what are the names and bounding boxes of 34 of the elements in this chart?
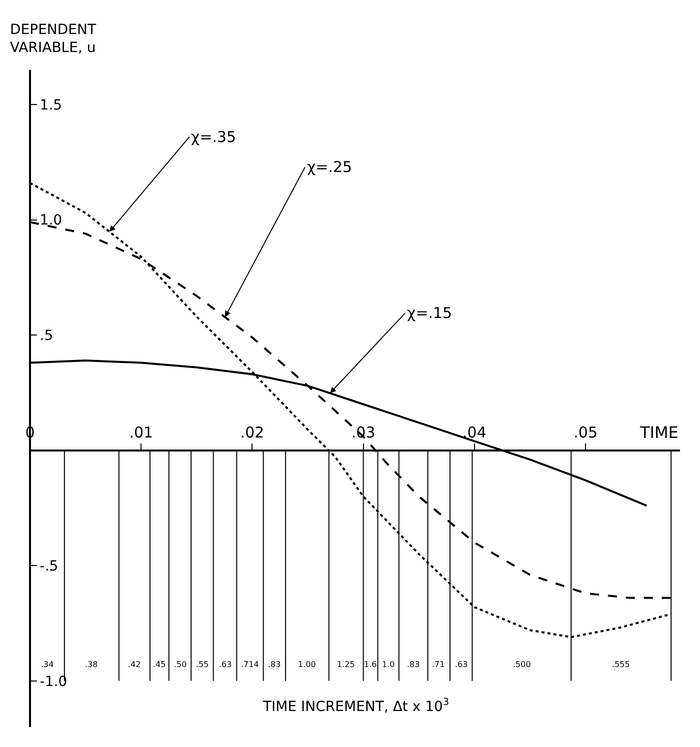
annotation: .71	[432, 660, 445, 669]
y-axis-title: DEPENDENT VARIABLE, u	[10, 22, 96, 56]
annotation: 1.00	[298, 660, 316, 669]
annotation: TIME INCREMENT, Δt x 10$^{3}$	[262, 697, 450, 715]
annotation: .500	[513, 660, 531, 669]
y-tick-label: 1.5	[40, 97, 62, 114]
text: χ=.25	[307, 158, 352, 176]
annotation: .63	[455, 660, 468, 669]
text: χ=.15	[407, 304, 452, 322]
annotation: .63	[219, 660, 232, 669]
y-tick-label: -.5	[40, 558, 58, 575]
annotation: .45	[153, 660, 166, 669]
x-tick-label: .01	[129, 423, 154, 442]
text: χ=.35	[191, 128, 236, 146]
annotation: .83	[268, 660, 281, 669]
x-tick-label: .05	[574, 423, 598, 442]
y-tick-label: -1.0	[40, 674, 68, 690]
x-tick-label: .03	[351, 423, 376, 442]
annotation: .38	[85, 660, 98, 669]
annotation: .714	[241, 660, 259, 669]
y-tick-label: .5	[40, 328, 54, 344]
annotation: .555	[612, 660, 630, 669]
annotation: .55	[196, 660, 209, 669]
annotation: 1.6	[364, 660, 377, 669]
annotation: 1.25	[337, 660, 355, 669]
x-axis-title: TIME	[639, 423, 678, 442]
x-tick-label: .02	[240, 423, 264, 442]
annotation: .50	[174, 660, 187, 669]
annotation: 1.0	[382, 660, 395, 669]
x-tick-label: .04	[462, 423, 486, 442]
y-tick-label: 1.0	[40, 212, 62, 229]
annotation: .34	[41, 660, 54, 669]
annotation: .83	[407, 660, 420, 669]
annotation: .42	[128, 660, 141, 669]
